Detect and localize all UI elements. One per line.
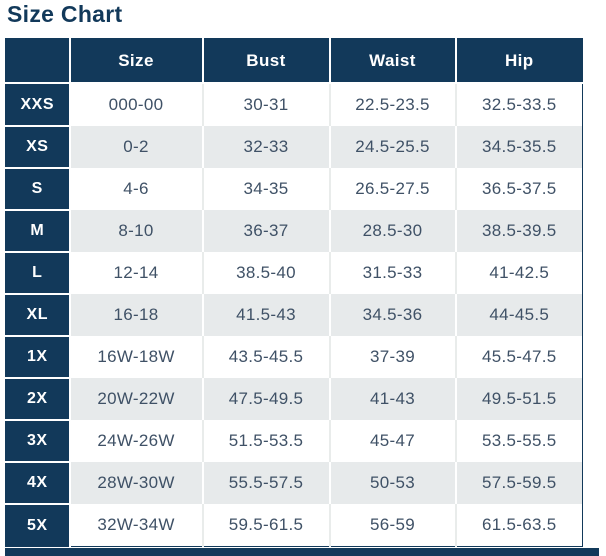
row-label: XS xyxy=(5,126,70,169)
cell-size: 16-18 xyxy=(68,294,203,336)
row-label: 2X xyxy=(5,378,70,421)
cell-hip: 49.5-51.5 xyxy=(454,378,583,420)
row-label: XXS xyxy=(5,83,70,127)
header-hip: Hip xyxy=(454,38,583,84)
table-row-xxs: XXS 000-00 30-31 22.5-23.5 32.5-33.5 xyxy=(5,83,583,127)
cell-size: 8-10 xyxy=(68,210,203,252)
cell-waist: 45-47 xyxy=(328,420,456,462)
cell-hip: 53.5-55.5 xyxy=(454,420,583,462)
cell-size: 4-6 xyxy=(68,168,203,210)
cell-bust: 55.5-57.5 xyxy=(201,462,330,504)
cell-waist: 26.5-27.5 xyxy=(328,168,456,210)
cell-bust: 38.5-40 xyxy=(201,252,330,294)
cell-hip: 34.5-35.5 xyxy=(454,126,583,168)
header-waist: Waist xyxy=(328,38,456,84)
cell-hip: 36.5-37.5 xyxy=(454,168,583,210)
cell-bust: 41.5-43 xyxy=(201,294,330,336)
cell-waist: 31.5-33 xyxy=(328,252,456,294)
cell-bust: 43.5-45.5 xyxy=(201,336,330,378)
cell-waist: 28.5-30 xyxy=(328,210,456,252)
row-label: 1X xyxy=(5,336,70,379)
cell-bust: 36-37 xyxy=(201,210,330,252)
row-label: 5X xyxy=(5,504,70,547)
header-corner-cell xyxy=(5,38,70,84)
table-row-m: M 8-10 36-37 28.5-30 38.5-39.5 xyxy=(5,210,583,253)
cell-size: 24W-26W xyxy=(68,420,203,462)
cell-bust: 47.5-49.5 xyxy=(201,378,330,420)
cell-waist: 24.5-25.5 xyxy=(328,126,456,168)
cell-bust: 32-33 xyxy=(201,126,330,168)
table-row-4x: 4X 28W-30W 55.5-57.5 50-53 57.5-59.5 xyxy=(5,462,583,505)
cell-hip: 45.5-47.5 xyxy=(454,336,583,378)
header-bust: Bust xyxy=(201,38,330,84)
cell-waist: 22.5-23.5 xyxy=(328,83,456,126)
table-row-3x: 3X 24W-26W 51.5-53.5 45-47 53.5-55.5 xyxy=(5,420,583,463)
cell-size: 20W-22W xyxy=(68,378,203,420)
row-label: 4X xyxy=(5,462,70,505)
cell-hip: 41-42.5 xyxy=(454,252,583,294)
row-label: XL xyxy=(5,294,70,337)
cell-size: 16W-18W xyxy=(68,336,203,378)
table-row-xl: XL 16-18 41.5-43 34.5-36 44-45.5 xyxy=(5,294,583,337)
next-table-header-partial xyxy=(5,548,599,556)
table-row-xs: XS 0-2 32-33 24.5-25.5 34.5-35.5 xyxy=(5,126,583,169)
header-size: Size xyxy=(68,38,203,84)
cell-size: 28W-30W xyxy=(68,462,203,504)
cell-hip: 61.5-63.5 xyxy=(454,504,583,547)
cell-bust: 59.5-61.5 xyxy=(201,504,330,547)
table-row-l: L 12-14 38.5-40 31.5-33 41-42.5 xyxy=(5,252,583,295)
cell-waist: 41-43 xyxy=(328,378,456,420)
row-label: M xyxy=(5,210,70,253)
row-label: 3X xyxy=(5,420,70,463)
cell-waist: 50-53 xyxy=(328,462,456,504)
cell-hip: 57.5-59.5 xyxy=(454,462,583,504)
cell-waist: 34.5-36 xyxy=(328,294,456,336)
table-row-s: S 4-6 34-35 26.5-27.5 36.5-37.5 xyxy=(5,168,583,211)
cell-size: 0-2 xyxy=(68,126,203,168)
cell-hip: 38.5-39.5 xyxy=(454,210,583,252)
table-row-5x: 5X 32W-34W 59.5-61.5 56-59 61.5-63.5 xyxy=(5,504,583,547)
row-label: S xyxy=(5,168,70,211)
table-row-2x: 2X 20W-22W 47.5-49.5 41-43 49.5-51.5 xyxy=(5,378,583,421)
cell-waist: 37-39 xyxy=(328,336,456,378)
cell-bust: 30-31 xyxy=(201,83,330,126)
cell-waist: 56-59 xyxy=(328,504,456,547)
page-title: Size Chart xyxy=(7,1,123,27)
table-row-1x: 1X 16W-18W 43.5-45.5 37-39 45.5-47.5 xyxy=(5,336,583,379)
header-row: Size Bust Waist Hip xyxy=(5,38,583,84)
cell-bust: 51.5-53.5 xyxy=(201,420,330,462)
cell-size: 12-14 xyxy=(68,252,203,294)
cell-size: 32W-34W xyxy=(68,504,203,547)
cell-bust: 34-35 xyxy=(201,168,330,210)
cell-hip: 32.5-33.5 xyxy=(454,83,583,126)
cell-hip: 44-45.5 xyxy=(454,294,583,336)
row-label: L xyxy=(5,252,70,295)
cell-size: 000-00 xyxy=(68,83,203,126)
size-chart-table: Size Bust Waist Hip XXS 000-00 30-31 22.… xyxy=(5,38,583,547)
